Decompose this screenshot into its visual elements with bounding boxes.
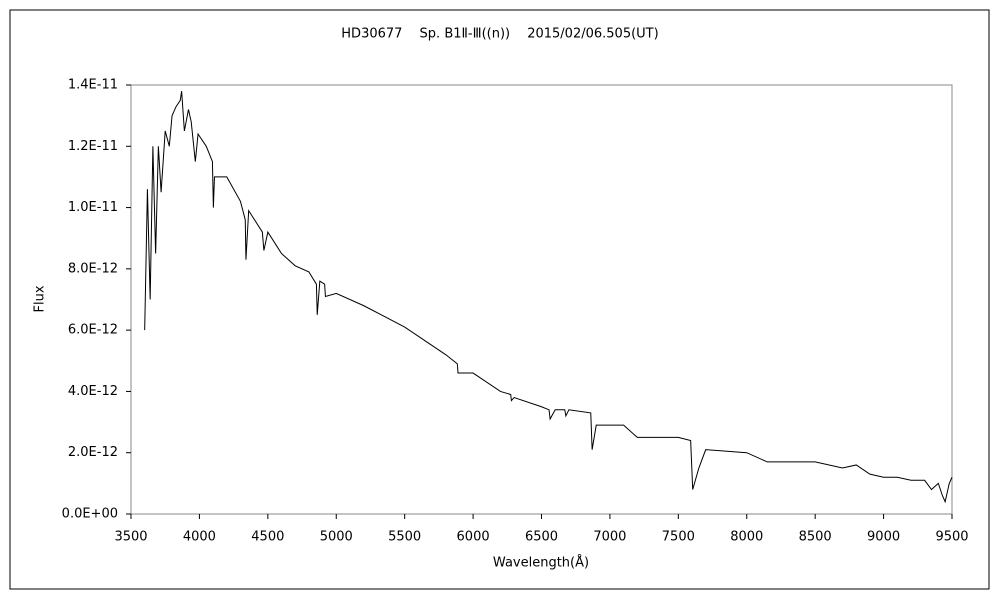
x-tick-label: 4500: [251, 530, 284, 545]
x-tick-label: 7500: [662, 530, 695, 545]
y-tick-label: 8.0E-12: [68, 261, 118, 276]
x-tick-label: 9000: [867, 530, 900, 545]
y-tick-label: 0.0E+00: [62, 507, 118, 522]
y-tick-label: 2.0E-12: [68, 445, 118, 460]
x-tick-label: 6000: [457, 530, 490, 545]
x-tick-label: 5500: [388, 530, 421, 545]
x-tick-label: 6500: [525, 530, 558, 545]
x-axis-label: Wavelength(Å): [493, 555, 589, 571]
x-tick-label: 7000: [593, 530, 626, 545]
y-tick-label: 6.0E-12: [68, 323, 118, 338]
y-tick-label: 1.2E-11: [68, 139, 118, 154]
x-tick-label: 5000: [320, 530, 353, 545]
x-tick-label: 9500: [935, 530, 968, 545]
x-tick-label: 8000: [730, 530, 763, 545]
spectrum-line: [144, 91, 953, 504]
y-tick-label: 4.0E-12: [68, 384, 118, 399]
y-axis-label: Flux: [33, 285, 48, 312]
y-tick-label: 1.4E-11: [68, 78, 118, 93]
x-tick-label: 4000: [183, 530, 216, 545]
chart-title: HD30677 Sp. B1Ⅱ-Ⅲ((n)) 2015/02/06.505(UT…: [341, 27, 658, 42]
x-tick-label: 3500: [114, 530, 147, 545]
frame: [9, 9, 990, 590]
y-tick-label: 1.0E-11: [68, 200, 118, 215]
x-tick-label: 8500: [799, 530, 832, 545]
